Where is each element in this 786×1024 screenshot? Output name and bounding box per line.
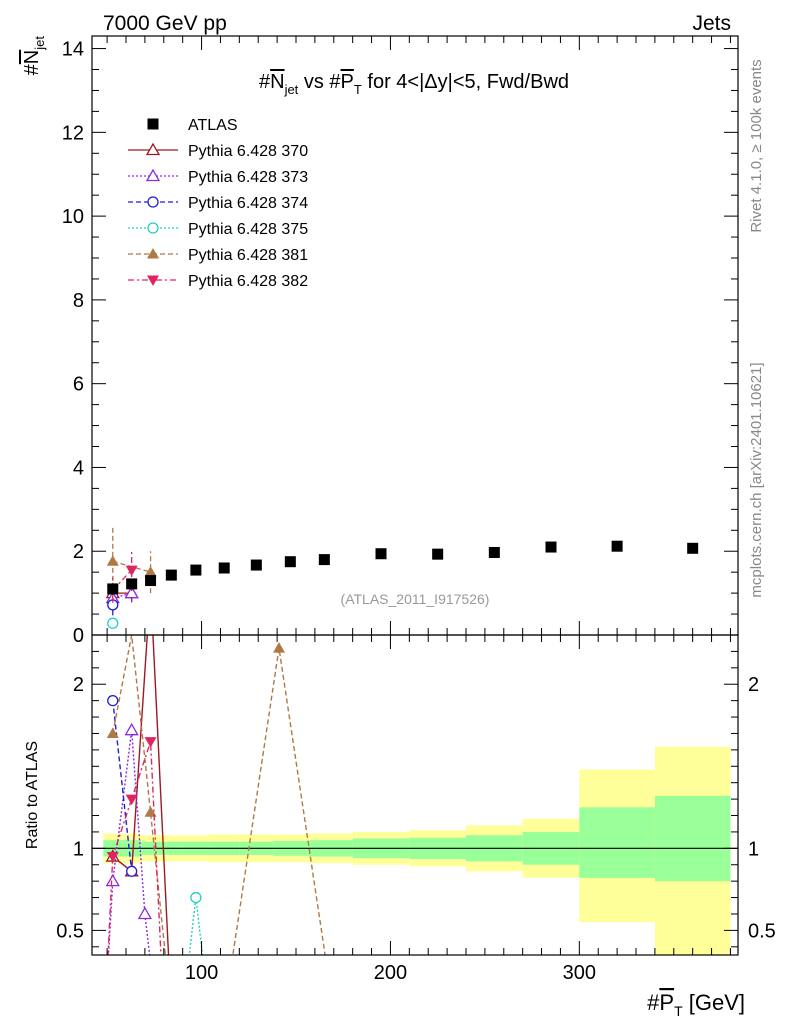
analysis-watermark: (ATLAS_2011_I917526)	[341, 591, 490, 607]
y-tick-label: 2	[73, 541, 84, 563]
y-tick-label: 14	[62, 39, 84, 61]
mc-ratio-point-2	[126, 865, 138, 877]
data-point	[190, 564, 202, 576]
y-tick-label: 0	[73, 625, 84, 647]
ratio-band-green	[579, 807, 655, 878]
x-tick-label: 200	[374, 962, 407, 984]
header-left: 7000 GeV pp	[103, 12, 227, 35]
y-tick-label: 4	[73, 457, 84, 479]
ratio-y-axis-label: Ratio to ATLAS	[24, 741, 41, 849]
mc-ratio-line-1	[107, 730, 151, 955]
mc-ratio-point-4	[273, 642, 285, 653]
y-tick-label: 6	[73, 374, 84, 396]
data-point	[284, 556, 296, 568]
data-point	[375, 548, 387, 560]
y-axis-label: #Njet	[21, 36, 47, 76]
x-tick-label: 100	[185, 962, 218, 984]
mc-ratio-line-5	[107, 741, 162, 955]
ratio-plot: 100 200 300 0.5 0.5 1 1 2 2	[56, 634, 776, 984]
mc-point-3	[107, 617, 119, 629]
mc-point-1	[124, 585, 139, 599]
mc-ratio-point-1	[105, 873, 120, 887]
mc-ratio-point-3	[190, 891, 202, 904]
ratio-band-green	[654, 795, 731, 882]
legend-marker-2	[147, 196, 159, 208]
y-tick-label: 10	[62, 206, 84, 228]
header-right: Jets	[692, 12, 731, 35]
mc-ratio-point-5	[144, 737, 157, 748]
legend: ATLAS Pythia 6.428 370 Pythia 6.428 373 Pyt…	[128, 117, 308, 290]
data-point	[545, 541, 557, 553]
legend-marker-1	[145, 168, 161, 182]
data-point	[165, 569, 177, 581]
mc-ratio-point-2	[107, 694, 119, 707]
ratio-y-tick-label: 2	[73, 674, 84, 696]
data-point	[145, 575, 157, 587]
data-point	[250, 559, 262, 571]
ratio-y-tick-label: 1	[73, 838, 84, 860]
main-plot: 0 2 4 6 8 10 12 14	[62, 35, 739, 647]
mc-ratio-line-0	[112, 635, 170, 955]
ratio-clip-group	[92, 635, 738, 955]
mc-ratio-point-5	[106, 852, 119, 863]
data-point	[318, 554, 330, 566]
mc-ratio-point-1	[124, 722, 139, 736]
mc-ratio-point-4	[144, 806, 157, 817]
legend-label-0: Pythia 6.428 370	[188, 143, 308, 160]
legend-marker-4	[147, 248, 159, 259]
ratio-y-tick-label-right: 0.5	[748, 920, 776, 942]
legend-label-data: ATLAS	[188, 117, 238, 134]
data-point	[107, 583, 119, 595]
rivet-label: Rivet 4.1.0, ≥ 100k events	[748, 59, 765, 232]
data-point	[126, 578, 138, 590]
legend-label-5: Pythia 6.428 382	[188, 273, 308, 290]
legend-marker-data	[147, 118, 159, 130]
mc-point-4	[144, 566, 157, 577]
y-tick-label: 8	[73, 290, 84, 312]
data-point	[611, 540, 623, 552]
x-tick-label: 300	[563, 962, 596, 984]
mc-ratio-line-2	[112, 700, 133, 872]
legend-marker-3	[147, 222, 159, 234]
mc-point-5	[125, 565, 138, 577]
legend-marker-0	[145, 142, 161, 156]
main-clip-group	[105, 525, 699, 629]
legend-label-3: Pythia 6.428 375	[188, 221, 308, 238]
data-point	[488, 546, 500, 558]
ratio-y-tick-label-right: 1	[748, 838, 759, 860]
mc-ratio-line-4	[112, 635, 326, 955]
mc-ratio-point-4	[106, 727, 119, 738]
ratio-y-tick-label-right: 2	[748, 674, 759, 696]
ratio-y-tick-label: 0.5	[56, 920, 84, 942]
x-axis-label: #PT [GeV]	[647, 990, 745, 1019]
legend-label-1: Pythia 6.428 373	[188, 169, 308, 186]
legend-label-2: Pythia 6.428 374	[188, 195, 308, 212]
data-point	[432, 548, 444, 560]
legend-label-4: Pythia 6.428 381	[188, 247, 308, 264]
data-point	[218, 562, 230, 574]
data-point	[687, 542, 699, 554]
mc-point-4	[106, 555, 119, 566]
mcplots-label: mcplots.cern.ch [arXiv:2401.10621]	[748, 362, 765, 597]
mc-ratio-point-1	[137, 906, 153, 920]
mc-ratio-point-5	[125, 794, 138, 806]
legend-marker-5	[147, 275, 159, 286]
chart-title: #Njet vs #PT for 4<|Δy|<5, Fwd/Bwd	[259, 71, 569, 97]
ratio-frame	[91, 634, 739, 956]
y-tick-label: 12	[62, 122, 84, 144]
